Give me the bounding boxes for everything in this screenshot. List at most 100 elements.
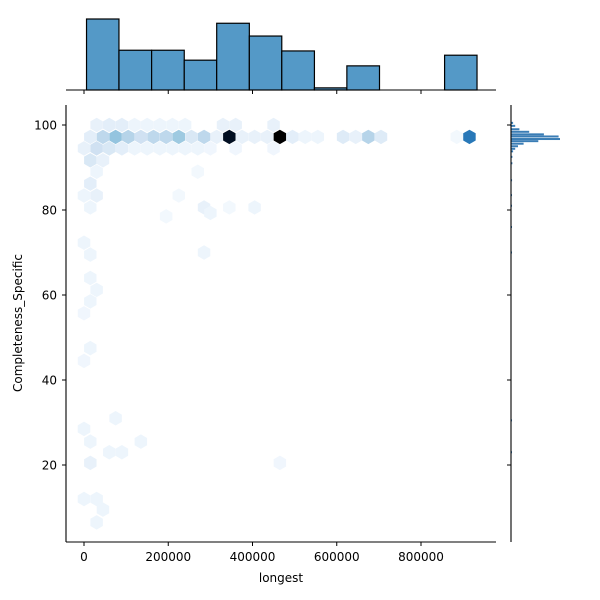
- histogram-bar: [511, 138, 560, 141]
- hexbin-cell: [109, 411, 122, 426]
- y-tick-label: 60: [42, 289, 57, 303]
- hexbin-cell: [84, 294, 97, 309]
- hexbin-cell: [362, 129, 375, 145]
- hexbin-cell: [84, 434, 97, 449]
- hexbin-cell: [128, 117, 141, 133]
- hexbin-cell: [204, 205, 217, 221]
- hexbin-cell: [84, 340, 97, 356]
- hexbin-cell: [147, 129, 160, 145]
- hexbin-cell: [248, 200, 261, 215]
- hexbin-cell: [172, 188, 186, 203]
- histogram-bar: [85, 18, 120, 91]
- hexbin-cell: [77, 353, 91, 369]
- hexbin-cell: [77, 235, 91, 250]
- hexbin-cell: [197, 245, 211, 260]
- hexbin-cell: [191, 164, 204, 179]
- histogram-bar: [511, 162, 513, 165]
- hexbin-cell: [90, 491, 103, 507]
- hexbin-cell: [223, 200, 236, 215]
- hexbin-cell: [235, 129, 249, 145]
- x-tick-label: 600000: [314, 550, 360, 564]
- y-axis-ticks: 20 40 60 80 100: [34, 119, 511, 473]
- hexbin-cell: [103, 141, 116, 156]
- histogram-bar: [346, 65, 381, 91]
- hexbin-cell: [261, 129, 274, 145]
- hexbin-cell: [77, 306, 91, 321]
- histogram-bar: [511, 150, 514, 153]
- hexbin-cell: [77, 141, 91, 156]
- hexbin-cell: [178, 141, 192, 156]
- histogram-bar: [216, 22, 250, 91]
- hexbin-cell: [298, 129, 312, 145]
- y-axis-label: Completeness_Specific: [11, 254, 25, 392]
- hexbin-cell: [134, 434, 148, 449]
- hexbin-cell: [216, 117, 230, 133]
- hexbin-cell: [267, 141, 280, 156]
- hexbin-cell: [172, 129, 186, 145]
- hexbin-cell: [463, 129, 476, 145]
- hexbin-cell: [153, 117, 167, 133]
- hexbin-cell: [210, 129, 223, 145]
- hexbin-cell: [109, 129, 122, 145]
- histogram-bar: [511, 135, 559, 138]
- hexbin-cell: [204, 141, 217, 156]
- hexbin-cell: [115, 117, 129, 133]
- hexbin-cell: [96, 153, 110, 168]
- hexbin-cell: [77, 188, 91, 203]
- main-axes: [65, 89, 512, 543]
- hexbin-cell: [115, 445, 129, 460]
- hexbin-cell: [90, 141, 103, 156]
- hexbin-cell: [273, 455, 287, 471]
- hexbin-plot-area: [77, 117, 476, 530]
- hexbin-cell: [90, 515, 103, 530]
- histogram-bar: [151, 49, 185, 91]
- hexbin-cell: [128, 141, 141, 156]
- histogram-bar: [281, 50, 316, 91]
- hexbin-cell: [84, 200, 97, 215]
- hexbin-cell: [140, 141, 154, 156]
- hexbin-cell: [159, 209, 173, 224]
- hexbin-cell: [103, 445, 116, 460]
- histogram-bar: [511, 155, 513, 158]
- hexbin-cell: [273, 129, 287, 145]
- hexbin-cell: [140, 117, 154, 133]
- histogram-bar: [248, 35, 283, 91]
- hexbin-cell: [77, 421, 91, 437]
- histogram-bar: [511, 140, 539, 143]
- histogram-bar: [511, 133, 544, 136]
- hexbin-cell: [336, 129, 350, 145]
- hexbin-cell: [267, 117, 280, 133]
- hexbin-cell: [185, 129, 198, 145]
- histogram-bar: [511, 121, 514, 124]
- hexbin-cell: [374, 129, 388, 145]
- histogram-bar: [511, 124, 516, 127]
- hexbin-cell: [90, 164, 103, 179]
- hexbin-cell: [84, 176, 97, 191]
- y-tick-label: 20: [42, 459, 57, 473]
- hexbin-cell: [248, 129, 261, 145]
- hexbin-cell: [166, 141, 179, 156]
- hexbin-cell: [90, 117, 103, 133]
- x-tick-label: 800000: [398, 550, 444, 564]
- histogram-bar: [183, 59, 218, 91]
- y-tick-label: 80: [42, 204, 57, 218]
- histogram-bar: [443, 54, 478, 91]
- hexbin-cell: [90, 188, 103, 203]
- histogram-bar: [118, 49, 153, 91]
- hexbin-cell: [153, 141, 167, 156]
- hexbin-cell: [191, 141, 204, 156]
- histogram-bar: [511, 142, 524, 145]
- hexbin-cell: [84, 153, 97, 168]
- x-tick-label: 400000: [230, 550, 276, 564]
- hexbin-cell: [103, 117, 116, 133]
- hexbin-cell: [84, 270, 97, 286]
- x-tick-label: 0: [80, 550, 88, 564]
- hexbin-cell: [197, 129, 211, 145]
- y-tick-label: 40: [42, 374, 57, 388]
- histogram-bar: [511, 130, 530, 133]
- hexbin-cell: [178, 117, 192, 133]
- hexbin-cell: [77, 491, 91, 507]
- hexbin-cell: [159, 129, 173, 145]
- hexbin-cell: [84, 247, 97, 262]
